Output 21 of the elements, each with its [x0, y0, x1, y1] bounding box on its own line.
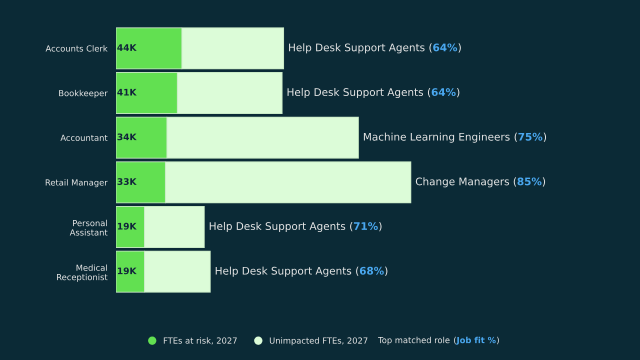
- y-tick-label: Accountant: [60, 134, 108, 141]
- y-tick-label: Accounts Clerk: [46, 45, 108, 52]
- annotation: Help Desk Support Agents (68%): [216, 266, 388, 277]
- legend-label: FTEs at risk, 2027: [164, 337, 237, 345]
- annotation: Help Desk Support Agents (71%): [210, 222, 382, 232]
- data-label: 19K: [118, 267, 137, 274]
- y-tick-label: Bookkeeper: [59, 90, 108, 98]
- y-tick-label: Medical Receptionist: [57, 264, 108, 282]
- annotation: Change Managers (85%): [416, 177, 546, 188]
- y-tick-label: Personal Assistant: [70, 220, 108, 236]
- data-label: 33K: [118, 178, 137, 185]
- data-label: 19K: [118, 222, 137, 230]
- data-label: 34K: [118, 133, 137, 140]
- annotation: Help Desk Support Agents (64%): [289, 43, 461, 54]
- annotation: Machine Learning Engineers (75%): [364, 132, 546, 143]
- y-tick-label: Retail Manager: [46, 179, 108, 188]
- annotation: Help Desk Support Agents (64%): [288, 88, 460, 98]
- data-label: 41K: [117, 88, 137, 96]
- legend-label: Unimpacted FTEs, 2027: [270, 337, 368, 346]
- data-label: 44K: [117, 44, 137, 51]
- text: Top matched role (Job fit %): [378, 336, 499, 345]
